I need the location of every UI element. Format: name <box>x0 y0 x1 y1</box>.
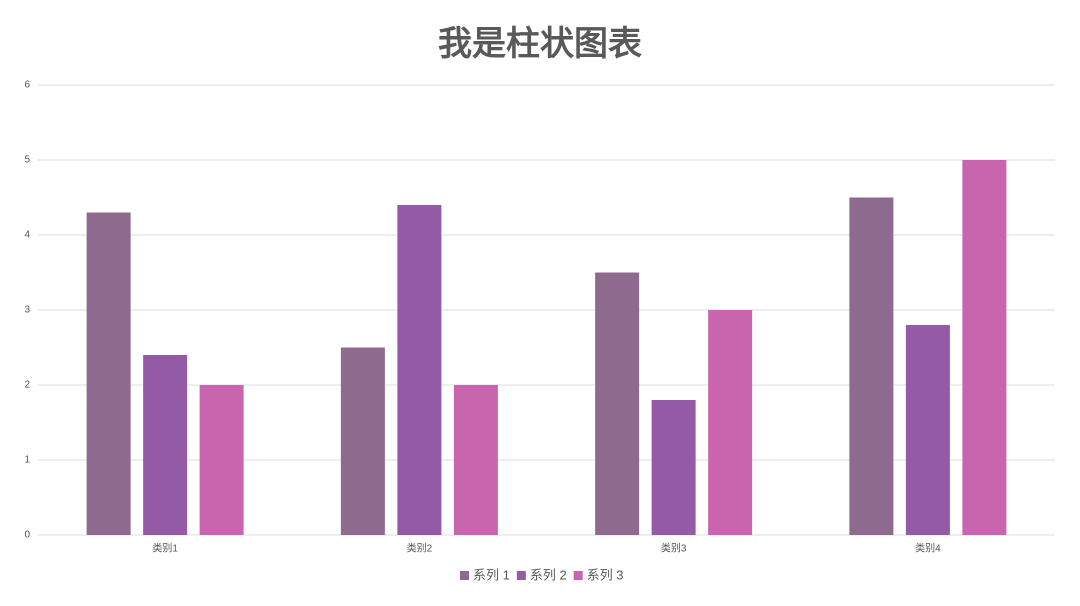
y-tick-label: 4 <box>24 230 30 241</box>
legend-swatch <box>460 571 469 580</box>
legend-swatch <box>573 571 583 580</box>
bar <box>86 212 131 535</box>
y-tick-label: 3 <box>24 305 30 316</box>
x-tick-label: 类别4 <box>915 542 941 555</box>
legend-label: 系列 3 <box>587 567 624 582</box>
bar <box>397 205 442 535</box>
bar <box>905 325 950 535</box>
x-tick-label: 类别2 <box>407 542 433 555</box>
bar <box>651 400 696 535</box>
y-tick-label: 6 <box>24 80 30 91</box>
bar <box>453 385 498 535</box>
legend-label: 系列 1 <box>473 567 510 582</box>
y-tick-label: 1 <box>24 455 30 466</box>
y-tick-label: 2 <box>24 380 30 391</box>
bar <box>708 310 753 535</box>
bar <box>143 355 188 535</box>
y-tick-label: 0 <box>24 530 30 541</box>
bar <box>199 385 244 535</box>
legend-label: 系列 2 <box>530 567 567 582</box>
bar <box>962 160 1007 535</box>
y-tick-label: 5 <box>24 155 30 166</box>
x-tick-label: 类别3 <box>661 542 687 555</box>
x-tick-label: 类别1 <box>152 542 178 555</box>
bar <box>849 197 894 535</box>
legend-swatch <box>516 571 526 580</box>
chart-title: 我是柱状图表 <box>438 25 642 63</box>
bar <box>595 272 640 535</box>
bar <box>340 347 385 535</box>
